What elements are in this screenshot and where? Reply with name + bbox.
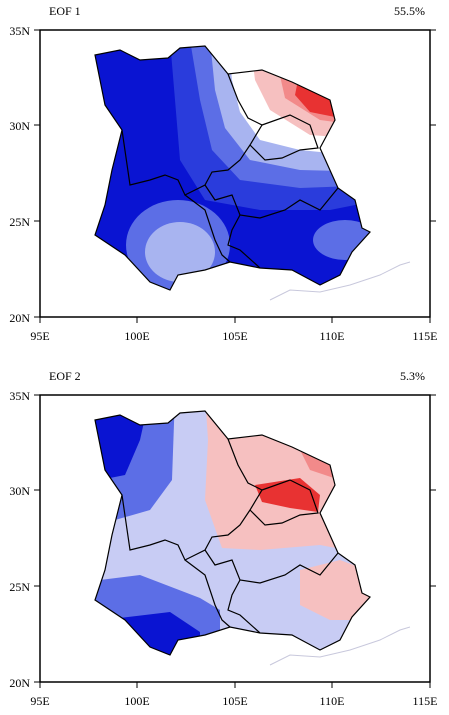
lon-axis [39, 317, 431, 323]
fill-lightblue-southwest [145, 222, 215, 282]
lon-tick-label: 110E [320, 329, 345, 343]
boundary-chongqing [249, 479, 319, 526]
fill-pale-red-southeast [300, 560, 370, 620]
lon-tick-label: 115E [413, 694, 438, 708]
map-fill [95, 411, 370, 655]
lon-tick-label: 100E [124, 329, 149, 343]
lat-tick-label: 20N [9, 676, 30, 690]
lat-tick-label: 35N [9, 24, 30, 38]
boundary-guizhou [204, 184, 339, 219]
boundary-hunan [227, 214, 261, 269]
lon-tick-label: 115E [413, 329, 438, 343]
lon-tick-label: 95E [30, 329, 49, 343]
map-fill [95, 46, 370, 290]
outer-boundary [94, 45, 371, 291]
fill-pale-red-east [205, 411, 370, 560]
boundary-yunnan [184, 194, 231, 263]
boundary-yunnan [184, 559, 231, 628]
lon-tick-label: 95E [30, 694, 49, 708]
lat-tick-label: 20N [9, 311, 30, 325]
province-boundaries [94, 45, 371, 291]
province-boundaries [94, 410, 371, 656]
fill-blue-southeast [313, 220, 370, 260]
boundary-sichuan-chongqing [121, 73, 263, 196]
lon-tick-label: 110E [320, 694, 345, 708]
boundary-guizhou [204, 549, 339, 584]
panel-eof1: EOF 1 55.5% [9, 4, 438, 343]
panel-eof2: EOF 2 5.3% [9, 369, 438, 708]
lat-tick-label: 25N [9, 215, 30, 229]
panel-title: EOF 2 [49, 369, 81, 383]
lat-tick-label: 30N [9, 119, 30, 133]
outer-boundary [94, 410, 371, 656]
variance-label: 55.5% [394, 4, 425, 18]
boundary-chongqing [249, 114, 319, 161]
coastline [269, 261, 411, 301]
lat-tick-label: 25N [9, 580, 30, 594]
lon-axis [39, 682, 431, 688]
lon-tick-label: 105E [222, 694, 247, 708]
boundary-sichuan-chongqing [121, 438, 263, 561]
lat-tick-label: 30N [9, 484, 30, 498]
lat-axis [34, 394, 436, 683]
panel-title: EOF 1 [49, 4, 81, 18]
lat-tick-label: 35N [9, 389, 30, 403]
coastline [269, 626, 411, 666]
lon-tick-label: 105E [222, 329, 247, 343]
variance-label: 5.3% [400, 369, 425, 383]
lon-tick-label: 100E [124, 694, 149, 708]
lat-axis [34, 29, 436, 318]
boundary-hunan [227, 579, 261, 634]
fill-deepblue-south [95, 612, 200, 655]
